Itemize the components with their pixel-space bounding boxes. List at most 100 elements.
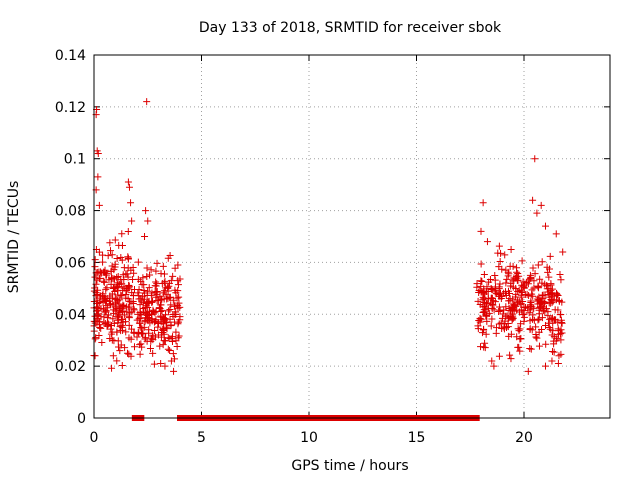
data-point xyxy=(535,284,543,292)
data-point xyxy=(547,315,555,323)
data-point xyxy=(98,339,106,347)
data-point xyxy=(538,279,546,287)
data-point xyxy=(141,335,149,343)
data-point xyxy=(143,299,151,307)
data-point xyxy=(91,256,99,264)
data-point xyxy=(538,314,546,322)
data-point xyxy=(157,296,165,304)
data-point xyxy=(557,336,565,344)
data-point xyxy=(525,275,533,283)
data-point xyxy=(150,318,158,326)
data-point xyxy=(95,275,103,283)
data-point xyxy=(160,270,168,278)
y-tick-label: 0.02 xyxy=(55,359,86,375)
data-point xyxy=(114,291,122,299)
data-point xyxy=(175,293,183,301)
data-point xyxy=(108,262,116,270)
data-point xyxy=(164,345,172,353)
data-point xyxy=(554,291,562,299)
data-point xyxy=(531,270,539,278)
data-point-outlier xyxy=(161,362,169,370)
data-point xyxy=(546,252,554,260)
data-point xyxy=(505,306,513,314)
data-point xyxy=(102,285,110,293)
data-point xyxy=(503,275,511,283)
data-point xyxy=(145,284,153,292)
data-point xyxy=(134,258,142,266)
data-point xyxy=(534,261,542,269)
data-point xyxy=(517,291,525,299)
data-point xyxy=(535,328,543,336)
data-point xyxy=(488,304,496,312)
data-point xyxy=(523,290,531,298)
data-point xyxy=(555,352,563,360)
data-point xyxy=(174,281,182,289)
data-point xyxy=(513,264,521,272)
data-point-outlier xyxy=(167,357,175,365)
data-point-outlier xyxy=(488,357,496,365)
data-point xyxy=(542,322,550,330)
data-points xyxy=(90,98,567,421)
data-point xyxy=(555,297,563,305)
data-point xyxy=(497,319,505,327)
data-point xyxy=(492,290,500,298)
data-point xyxy=(151,333,159,341)
data-point-outlier xyxy=(125,183,133,191)
data-point xyxy=(525,291,533,299)
data-point xyxy=(483,317,491,325)
data-point xyxy=(543,263,551,271)
data-point xyxy=(556,270,564,278)
data-point xyxy=(527,345,535,353)
data-point xyxy=(97,324,105,332)
data-point xyxy=(151,327,159,335)
data-point xyxy=(166,306,174,314)
data-point xyxy=(113,328,121,336)
data-point xyxy=(482,306,490,314)
x-tick-label: 15 xyxy=(408,430,426,446)
data-point xyxy=(144,317,152,325)
data-point xyxy=(550,348,558,356)
data-point xyxy=(152,267,160,275)
data-point xyxy=(149,349,157,357)
data-point xyxy=(100,277,108,285)
data-point xyxy=(477,260,485,268)
data-point xyxy=(164,334,172,342)
data-point xyxy=(109,285,117,293)
data-point xyxy=(491,276,499,284)
y-tick-label: 0 xyxy=(77,411,86,427)
axis-ticks: 0 0.02 0.04 0.06 0.08 0.1 0.12 0.14 0 5 10 15 20 xyxy=(55,48,610,446)
data-point xyxy=(479,325,487,333)
data-point xyxy=(504,272,512,280)
data-point xyxy=(502,303,510,311)
data-point xyxy=(491,298,499,306)
data-point xyxy=(506,262,514,270)
data-point xyxy=(510,300,518,308)
data-point xyxy=(535,315,543,323)
data-point xyxy=(109,315,117,323)
data-point xyxy=(107,267,115,275)
data-point xyxy=(147,335,155,343)
data-point xyxy=(541,308,549,316)
data-point xyxy=(481,344,489,352)
data-point xyxy=(492,324,500,332)
data-point xyxy=(93,296,101,304)
data-point xyxy=(542,340,550,348)
data-point xyxy=(548,331,556,339)
data-point xyxy=(127,298,135,306)
data-point xyxy=(529,264,537,272)
data-point xyxy=(130,343,138,351)
data-point xyxy=(111,260,119,268)
data-point-outlier xyxy=(537,201,545,209)
data-point xyxy=(111,295,119,303)
data-point xyxy=(116,323,124,331)
data-point xyxy=(538,303,546,311)
data-point xyxy=(174,320,182,328)
data-point-outlier xyxy=(157,360,165,368)
x-tick-label: 0 xyxy=(90,430,99,446)
data-point xyxy=(101,308,109,316)
chart-title: Day 133 of 2018, SRMTID for receiver sbo… xyxy=(199,20,502,36)
data-point xyxy=(115,280,123,288)
data-point-outlier xyxy=(143,98,151,106)
data-point xyxy=(516,347,524,355)
